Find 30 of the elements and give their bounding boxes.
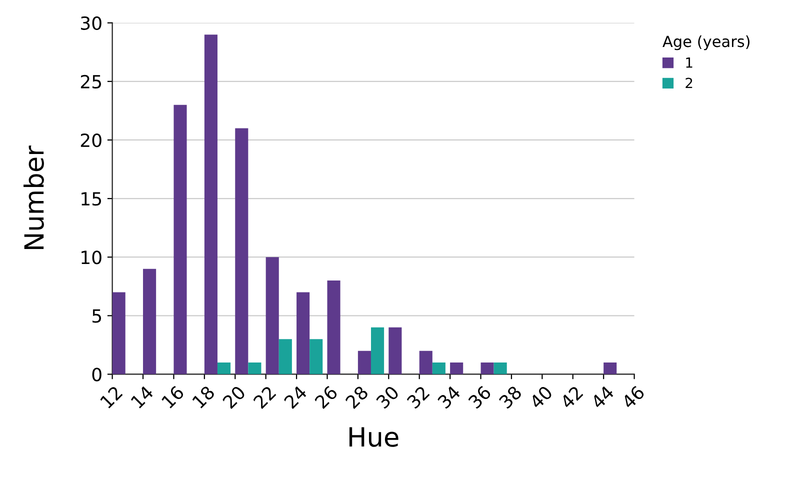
legend-title: Age (years) <box>662 35 750 50</box>
x-tick-label: 24 <box>283 384 308 409</box>
y-tick-label: 10 <box>82 250 102 264</box>
x-tick-label: 40 <box>528 385 554 410</box>
y-tick-label: 25 <box>80 74 102 89</box>
x-tick-label: 38 <box>498 385 522 410</box>
y-axis-title: Number <box>24 146 44 249</box>
y-tick-label: 30 <box>80 16 102 30</box>
x-tick-label: 22 <box>252 385 276 409</box>
x-tick-label: 34 <box>436 384 462 410</box>
y-tick-label: 15 <box>82 192 102 206</box>
x-tick-label: 46 <box>620 384 646 410</box>
x-axis-title: Hue <box>349 427 398 447</box>
y-tick-label: 20 <box>80 133 102 148</box>
x-tick-label: 14 <box>130 385 154 409</box>
x-tick-label: 20 <box>222 385 246 410</box>
x-tick-label: 26 <box>314 384 338 410</box>
y-tick-label: 0 <box>92 368 102 382</box>
x-tick-label: 18 <box>192 385 216 409</box>
x-tick-label: 30 <box>376 385 400 410</box>
legend-label: 2 <box>686 78 692 88</box>
x-tick-label: 32 <box>406 385 430 410</box>
x-tick-label: 28 <box>344 385 369 410</box>
x-tick-label: 42 <box>559 385 584 410</box>
y-tick-label: 5 <box>92 309 102 323</box>
x-tick-label: 44 <box>590 385 615 410</box>
x-tick-label: 16 <box>161 384 185 409</box>
legend-label: 1 <box>686 58 692 68</box>
x-tick-label: 36 <box>468 384 492 410</box>
x-tick-label: 12 <box>100 385 123 409</box>
